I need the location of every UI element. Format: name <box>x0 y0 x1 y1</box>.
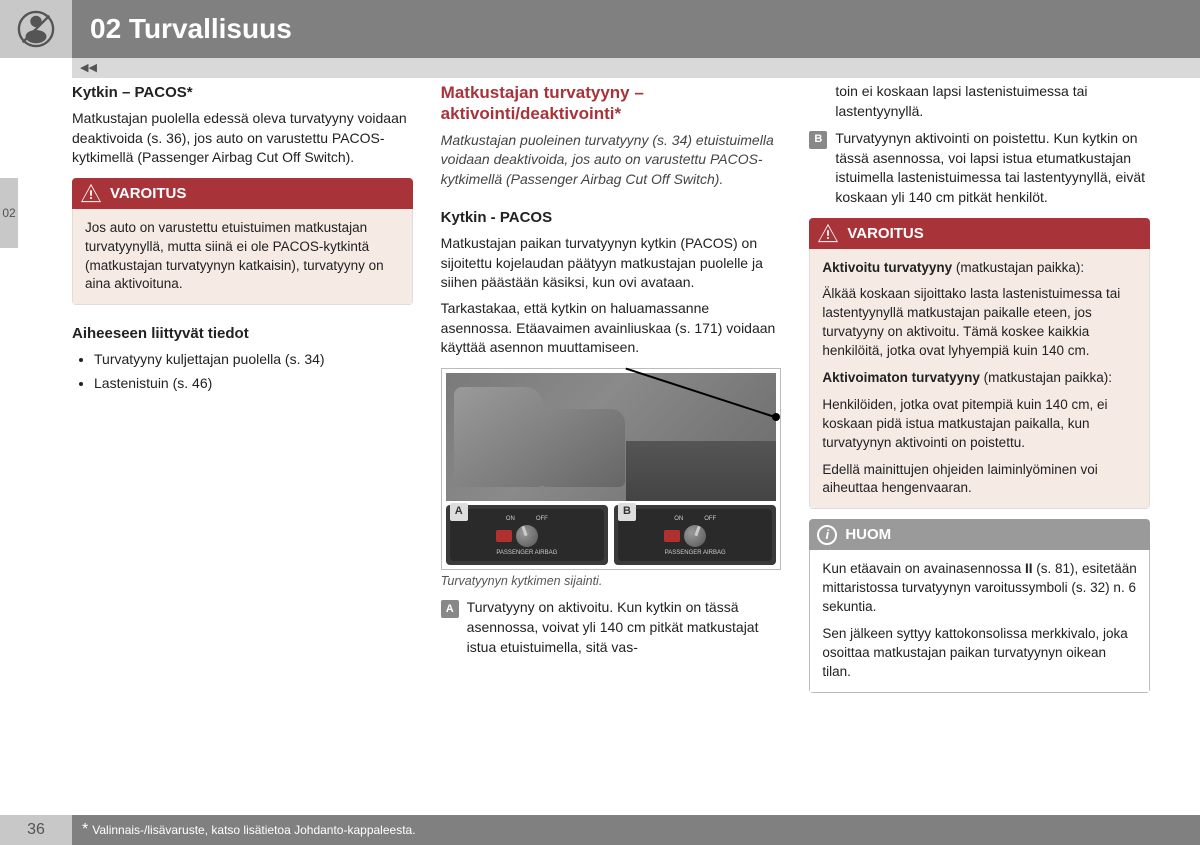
footnote-text: Valinnais-/lisävaruste, katso lisätietoa… <box>92 823 415 837</box>
section-heading: Kytkin – PACOS* <box>72 82 413 103</box>
list-item: Turvatyyny kuljettajan puolella (s. 34) <box>94 350 413 370</box>
column-3: toin ei koskaan lapsi lastenistuimessa t… <box>809 78 1150 693</box>
legend-text: Turvatyyny on aktivoitu. Kun kytkin on t… <box>467 598 782 657</box>
switch-panel-a: A ONOFF PASSENGER AIRBAG <box>446 505 608 565</box>
list-item: Lastenistuin (s. 46) <box>94 374 413 394</box>
note-title: HUOM <box>845 524 891 545</box>
page-number: 36 <box>0 815 72 845</box>
legend-badge-a: A <box>441 600 459 618</box>
legend-text: Turvatyynyn aktivointi on poistettu. Kun… <box>835 129 1150 207</box>
footer-note: * Valinnais-/lisävaruste, katso lisätiet… <box>72 815 1200 845</box>
footnote-star-icon: * <box>82 821 88 839</box>
intro-text: Matkustajan puoleinen turvatyyny (s. 34)… <box>441 131 782 190</box>
header-banner: 02 Turvallisuus <box>0 0 1200 58</box>
car-interior-illustration <box>446 373 777 501</box>
warning-title: VAROITUS <box>110 183 186 204</box>
topic-heading: Matkustajan turvatyyny – aktivointi/deak… <box>441 82 782 125</box>
body-text: Matkustajan puolella edessä oleva turvat… <box>72 109 413 168</box>
column-2: Matkustajan turvatyyny – aktivointi/deak… <box>441 78 782 693</box>
content-area: Kytkin – PACOS* Matkustajan puolella ede… <box>0 78 1200 693</box>
note-callout: i HUOM Kun etäavain on avainasennossa II… <box>809 519 1150 692</box>
warning-body: Jos auto on varustettu etuistuimen matku… <box>72 209 413 306</box>
continuation-strip: ◀◀ <box>72 58 1200 78</box>
body-text: Matkustajan paikan turvatyynyn kytkin (P… <box>441 234 782 293</box>
chapter-title: 02 Turvallisuus <box>90 13 292 45</box>
continued-text: toin ei koskaan lapsi lastenistuimessa t… <box>835 82 1150 121</box>
note-header: i HUOM <box>809 519 1150 550</box>
subheading: Kytkin - PACOS <box>441 207 782 228</box>
panel-badge-b: B <box>618 503 636 521</box>
footer: 36 * Valinnais-/lisävaruste, katso lisät… <box>0 815 1200 845</box>
figure-caption: Turvatyynyn kytkimen sijainti. <box>441 573 782 591</box>
switch-panel-row: A ONOFF PASSENGER AIRBAG B ONOFF PASSENG… <box>446 505 777 565</box>
warning-callout: VAROITUS Aktivoitu turvatyyny (matkustaj… <box>809 218 1150 510</box>
warning-header: VAROITUS <box>72 178 413 209</box>
related-list: Turvatyyny kuljettajan puolella (s. 34) … <box>72 350 413 393</box>
panel-badge-a: A <box>450 503 468 521</box>
info-icon: i <box>817 525 837 545</box>
warning-triangle-icon <box>817 223 839 243</box>
warning-body: Aktivoitu turvatyyny (matkustajan paikka… <box>809 249 1150 510</box>
warning-callout: VAROITUS Jos auto on varustettu etuistui… <box>72 178 413 306</box>
knob-off-icon <box>684 525 706 547</box>
warning-title: VAROITUS <box>847 223 923 244</box>
airbag-chapter-icon <box>17 10 55 48</box>
continuation-arrows-icon: ◀◀ <box>80 62 97 74</box>
legend-badge-b: B <box>809 131 827 149</box>
knob-on-icon <box>516 525 538 547</box>
body-text: Tarkastakaa, että kytkin on haluamassann… <box>441 299 782 358</box>
switch-panel-b: B ONOFF PASSENGER AIRBAG <box>614 505 776 565</box>
legend-item: A Turvatyyny on aktivoitu. Kun kytkin on… <box>441 598 782 657</box>
warning-header: VAROITUS <box>809 218 1150 249</box>
warning-triangle-icon <box>80 183 102 203</box>
note-body: Kun etäavain on avainasennossa II (s. 81… <box>809 550 1150 692</box>
legend-item: B Turvatyynyn aktivointi on poistettu. K… <box>809 129 1150 207</box>
side-tab: 02 <box>0 178 18 248</box>
chapter-icon-box <box>0 0 72 58</box>
column-1: Kytkin – PACOS* Matkustajan puolella ede… <box>72 78 413 693</box>
related-heading: Aiheeseen liittyvät tiedot <box>72 323 413 344</box>
figure-box: A ONOFF PASSENGER AIRBAG B ONOFF PASSENG… <box>441 368 782 570</box>
